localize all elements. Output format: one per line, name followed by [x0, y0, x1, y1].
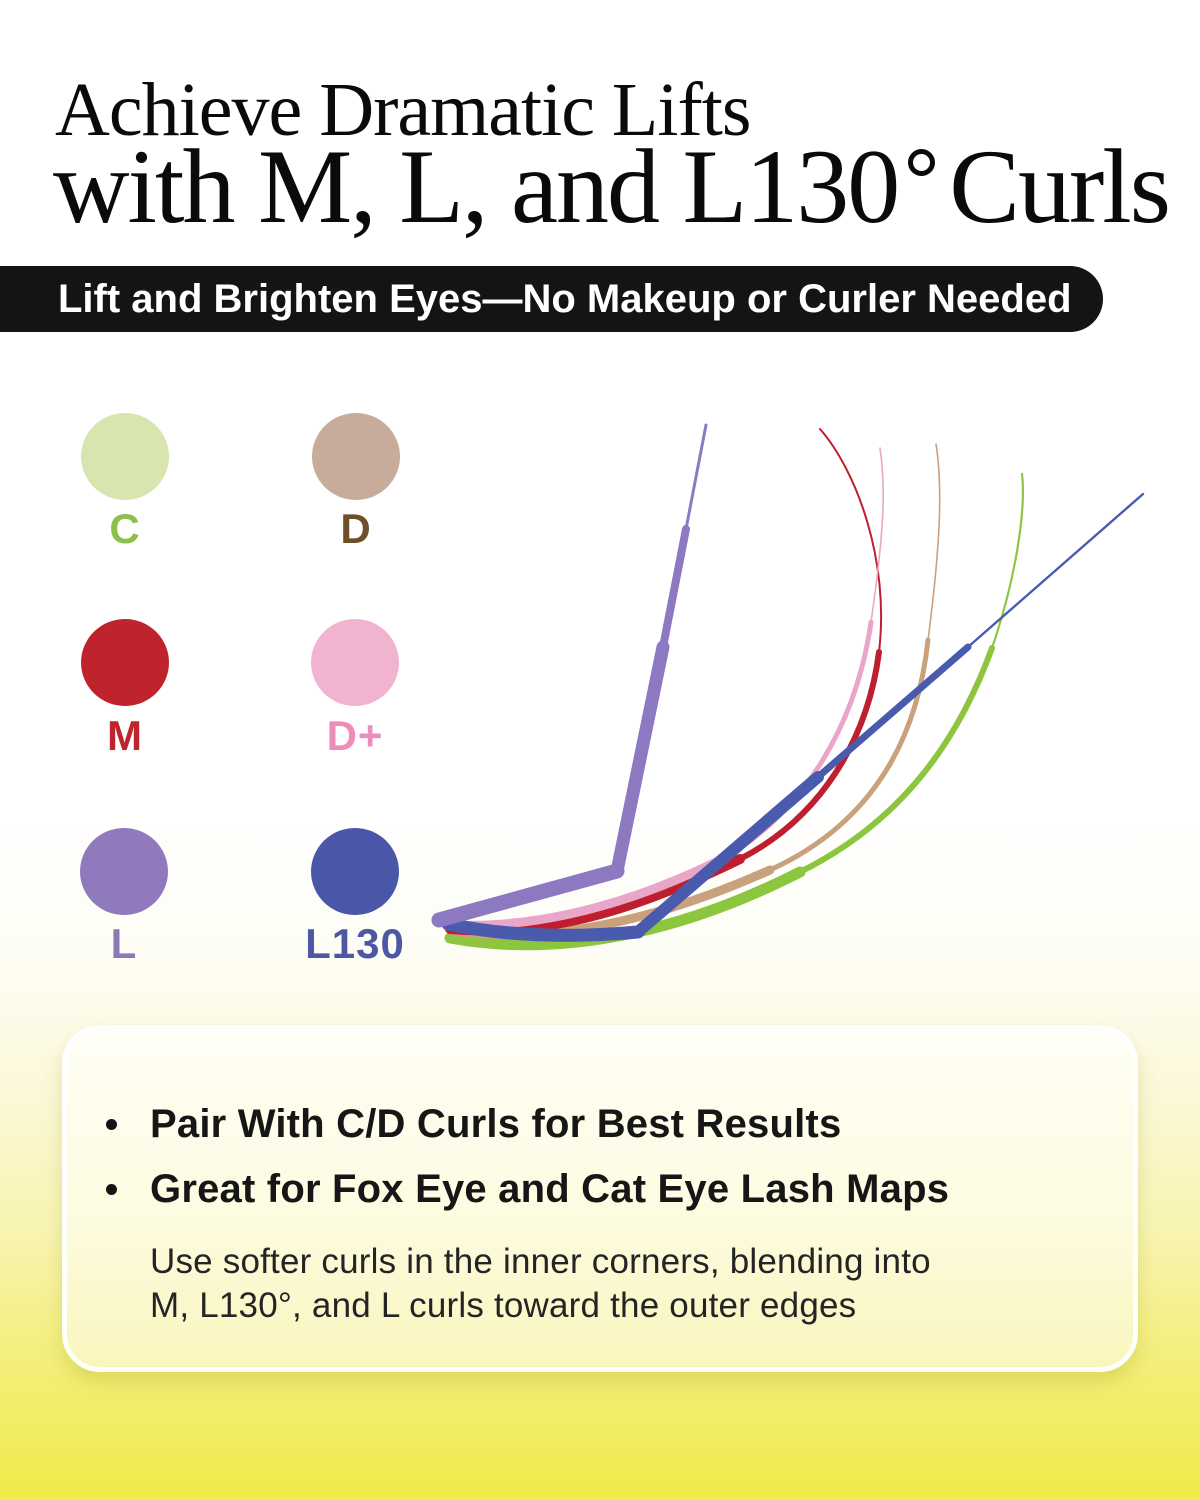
bullet-text: Pair With C/D Curls for Best Results: [150, 1102, 842, 1146]
page-title-line2-suffix: Curls: [949, 128, 1171, 245]
degree-symbol-icon: [908, 149, 936, 176]
curve-d: [447, 443, 941, 940]
legend-label-l: L: [110, 920, 138, 967]
list-item: Great for Fox Eye and Cat Eye Lash Maps: [106, 1165, 1133, 1213]
note-paragraph: Use softer curls in the inner corners, b…: [150, 1240, 1133, 1328]
note-line: Use softer curls in the inner corners, b…: [150, 1242, 931, 1281]
note-line: M, L130°, and L curls toward the outer e…: [150, 1286, 857, 1325]
list-item: Pair With C/D Curls for Best Results: [106, 1100, 1133, 1148]
bullet-dot-icon: [106, 1184, 117, 1195]
curve-c: [444, 472, 1024, 951]
curve-l: [431, 423, 708, 928]
legend-swatch-d-plus: [311, 619, 399, 706]
subtitle-banner: Lift and Brighten Eyes—No Makeup or Curl…: [0, 266, 1103, 332]
legend-swatch-l130: [311, 828, 399, 915]
curve-l130: [441, 492, 1145, 942]
legend-label-l130: L130: [305, 920, 405, 967]
curve-d-plus: [445, 447, 885, 930]
info-card: Pair With C/D Curls for Best Results Gre…: [62, 1025, 1138, 1372]
bullet-text: Great for Fox Eye and Cat Eye Lash Maps: [150, 1167, 950, 1211]
bullet-list: Pair With C/D Curls for Best Results Gre…: [67, 1100, 1133, 1328]
legend-swatch-c: [81, 413, 169, 500]
legend-label-d-plus: D+: [326, 712, 384, 759]
page-title-line2-prefix: with M, L, and L130: [53, 128, 900, 245]
page-title-line2: with M, L, and L130 Curls: [53, 128, 1171, 246]
legend-swatch-l: [80, 828, 168, 915]
page-title-line1: Achieve Dramatic Lifts: [55, 68, 751, 152]
legend-label-m: M: [107, 712, 143, 759]
legend-swatch-d: [312, 413, 400, 500]
legend-label-d: D: [340, 505, 372, 552]
bullet-dot-icon: [106, 1119, 117, 1130]
legend-swatch-m: [81, 619, 169, 706]
curve-m: [445, 428, 883, 936]
legend-label-c: C: [109, 505, 141, 552]
